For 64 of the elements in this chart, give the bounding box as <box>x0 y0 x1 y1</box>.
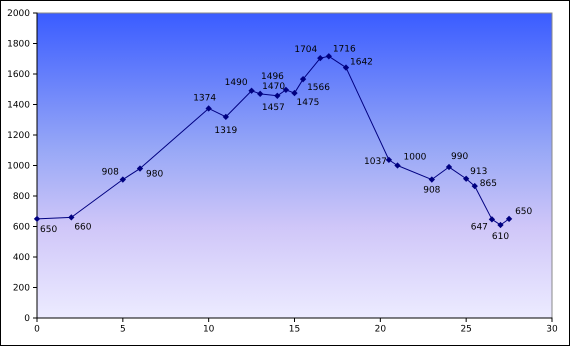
point <box>248 88 255 94</box>
point <box>428 176 435 183</box>
point <box>506 216 512 222</box>
data-label: 1716 <box>332 44 356 54</box>
data-label: 1566 <box>307 83 330 94</box>
point <box>394 162 401 169</box>
y-tick-label: 1600 <box>7 70 30 80</box>
data-label: 1037 <box>364 156 387 167</box>
data-label: 610 <box>492 232 510 242</box>
data-label: 1704 <box>294 45 318 56</box>
point <box>300 76 306 82</box>
x-tick-label: 5 <box>120 324 126 334</box>
x-tick-label: 25 <box>460 324 472 334</box>
data-label: 913 <box>470 166 488 177</box>
y-tick-label: 1000 <box>7 161 30 172</box>
y-tick-label: 400 <box>12 252 30 263</box>
point <box>472 182 478 190</box>
data-label: 1642 <box>350 58 373 68</box>
data-label: 990 <box>451 152 468 162</box>
point <box>488 216 496 222</box>
data-label: 660 <box>74 222 92 232</box>
y-tick-label: 2000 <box>7 8 30 19</box>
y-tick-label: 200 <box>12 283 30 294</box>
data-label: 980 <box>146 170 164 180</box>
data-label: 650 <box>515 206 533 217</box>
y-tick-label: 1200 <box>7 130 30 141</box>
point <box>463 176 470 182</box>
data-label: 647 <box>470 222 488 232</box>
x-tick-label: 20 <box>374 324 386 334</box>
point <box>257 90 264 97</box>
point <box>342 64 350 71</box>
data-label: 650 <box>40 224 58 235</box>
data-label: 1319 <box>214 126 238 136</box>
data-label: 1475 <box>296 98 320 108</box>
point <box>291 90 298 96</box>
data-label: 1000 <box>404 152 427 162</box>
point <box>34 216 40 222</box>
point <box>222 114 229 120</box>
point <box>68 214 74 221</box>
point <box>497 222 504 228</box>
point <box>317 54 324 62</box>
data-label: 865 <box>480 179 497 190</box>
data-label: 1490 <box>224 78 248 88</box>
data-label: 1470 <box>262 82 286 92</box>
point <box>446 164 452 170</box>
point <box>274 92 280 99</box>
data-label: 1496 <box>261 72 284 82</box>
x-tick-label: 15 <box>288 324 300 334</box>
point <box>136 165 144 172</box>
x-tick-label: 0 <box>34 324 40 334</box>
x-tick-label: 30 <box>546 324 558 334</box>
data-label: 908 <box>102 168 120 178</box>
y-tick-label: 1400 <box>7 100 30 110</box>
data-label: 908 <box>423 186 441 196</box>
point <box>206 105 212 112</box>
y-tick-label: 1800 <box>7 39 30 50</box>
point <box>326 53 332 60</box>
y-tick-label: 800 <box>12 192 30 202</box>
x-tick-label: 10 <box>202 324 215 334</box>
y-tick-label: 600 <box>12 222 30 232</box>
data-label: 1457 <box>262 102 285 113</box>
y-tick-label: 0 <box>24 314 30 324</box>
data-label: 1374 <box>193 93 216 104</box>
point <box>120 176 126 183</box>
